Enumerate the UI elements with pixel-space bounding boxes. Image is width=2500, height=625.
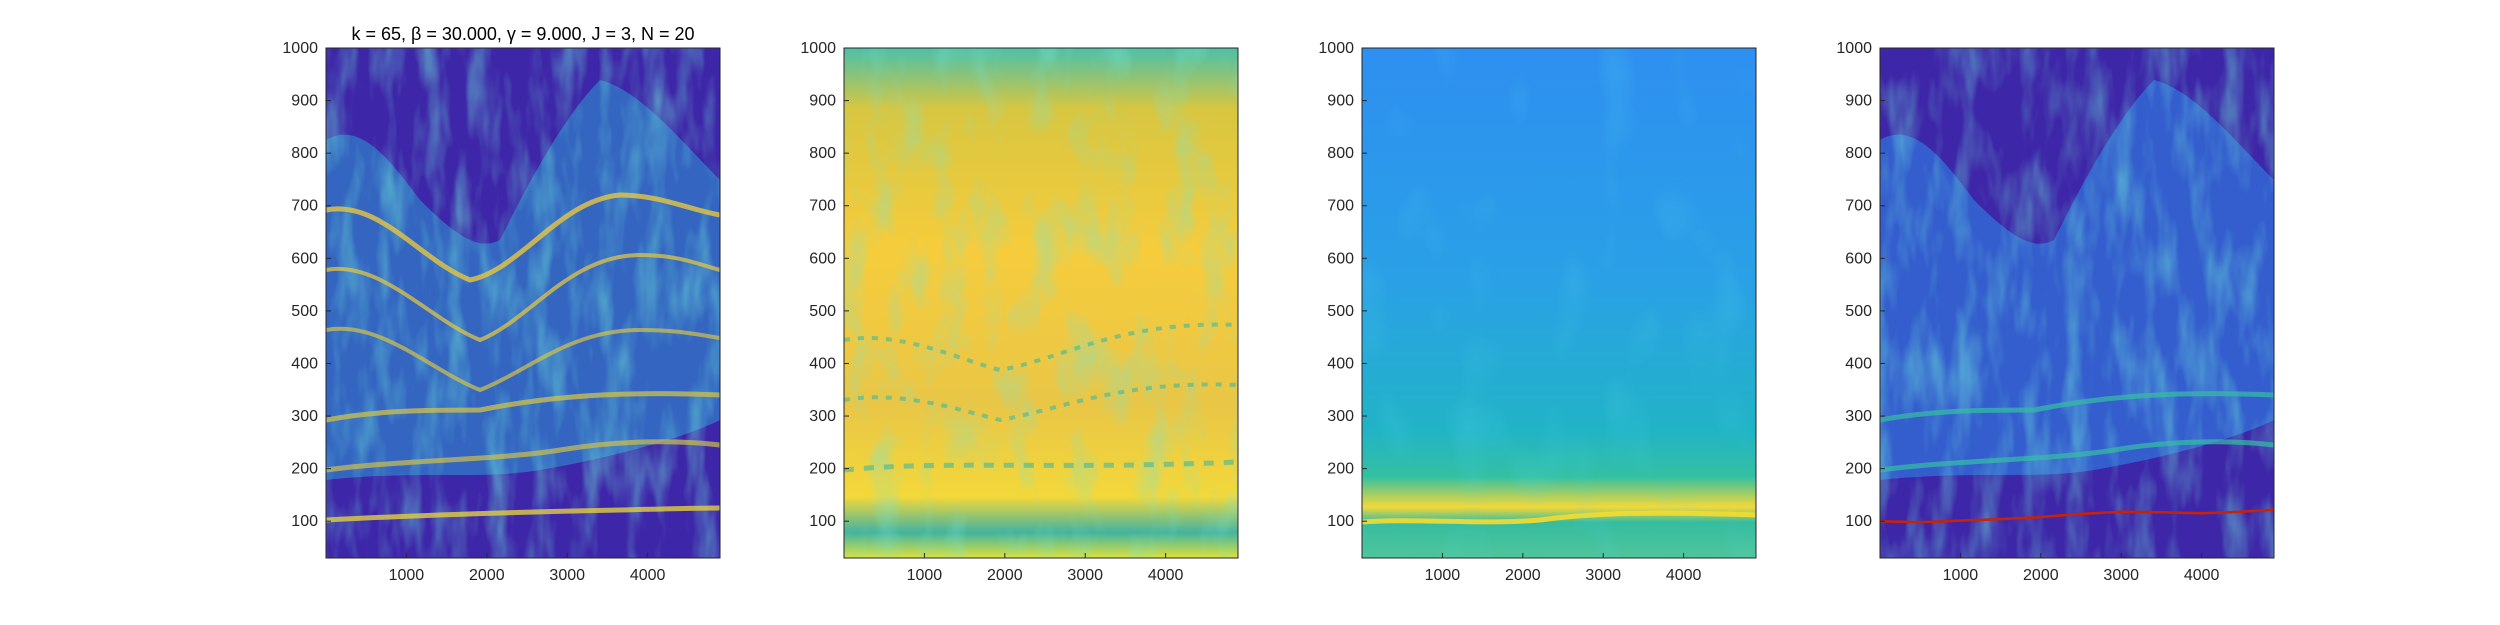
y-tick-label: 900	[1845, 93, 1872, 110]
y-tick-label: 600	[1845, 250, 1872, 267]
y-tick-label: 100	[1327, 513, 1354, 530]
y-tick-label: 100	[291, 513, 318, 530]
x-tick-label: 3000	[2103, 567, 2139, 584]
heatmap-4	[1880, 48, 2274, 558]
x-tick-label: 2000	[987, 567, 1023, 584]
y-tick-label: 700	[1327, 198, 1354, 215]
axes-1: k = 65, β = 30.000, γ = 9.000, J = 3, N …	[282, 24, 720, 584]
axes-4: 1000 2000 3000 4000 100 200 300 400 500 600 700 80…	[1836, 40, 2274, 584]
y-tick-label: 300	[809, 408, 836, 425]
axes-2: 1000 2000 3000 4000 100 200 300 400 500 600 700 80…	[800, 40, 1238, 584]
x-tick-label: 1000	[389, 567, 425, 584]
y-tick-label: 400	[1845, 355, 1872, 372]
y-tick-label: 100	[809, 513, 836, 530]
y-tick-label: 900	[809, 93, 836, 110]
plot-title-1: k = 65, β = 30.000, γ = 9.000, J = 3, N …	[351, 24, 694, 44]
x-tick-label: 4000	[2184, 567, 2220, 584]
y-axis-4: 100 200 300 400 500 600 700 800 900 1000	[1836, 40, 1885, 530]
x-tick-label: 3000	[1585, 567, 1621, 584]
y-tick-label: 700	[1845, 198, 1872, 215]
y-tick-label: 200	[1845, 461, 1872, 478]
x-tick-label: 2000	[2023, 567, 2059, 584]
y-tick-label: 300	[1845, 408, 1872, 425]
y-axis-2: 100 200 300 400 500 600 700 800 900 1000	[800, 40, 849, 530]
y-tick-label: 1000	[1836, 40, 1872, 57]
y-tick-label: 700	[809, 198, 836, 215]
y-tick-label: 500	[809, 303, 836, 320]
y-tick-label: 900	[1327, 93, 1354, 110]
y-tick-label: 600	[291, 250, 318, 267]
y-axis-3: 100 200 300 400 500 600 700 800 900 1000	[1318, 40, 1367, 530]
y-tick-label: 200	[291, 461, 318, 478]
y-tick-label: 800	[291, 145, 318, 162]
heatmap-1	[326, 48, 720, 558]
x-tick-label: 2000	[1505, 567, 1541, 584]
heatmap-3	[1362, 48, 1756, 558]
y-axis-1: 100 200 300 400 500 600 700 800 900 1000	[282, 40, 331, 530]
y-tick-label: 400	[291, 355, 318, 372]
x-tick-label: 3000	[549, 567, 585, 584]
x-tick-label: 3000	[1067, 567, 1103, 584]
y-tick-label: 300	[1327, 408, 1354, 425]
y-tick-label: 700	[291, 198, 318, 215]
y-tick-label: 100	[1845, 513, 1872, 530]
y-tick-label: 400	[809, 355, 836, 372]
x-tick-label: 4000	[1666, 567, 1702, 584]
x-tick-label: 1000	[907, 567, 943, 584]
y-tick-label: 500	[291, 303, 318, 320]
x-tick-label: 2000	[469, 567, 505, 584]
x-tick-label: 4000	[630, 567, 666, 584]
x-tick-label: 4000	[1148, 567, 1184, 584]
heatmap-2	[844, 48, 1238, 558]
y-tick-label: 300	[291, 408, 318, 425]
x-tick-label: 1000	[1425, 567, 1461, 584]
y-tick-label: 400	[1327, 355, 1354, 372]
y-tick-label: 200	[809, 461, 836, 478]
y-tick-label: 800	[1845, 145, 1872, 162]
y-tick-label: 500	[1327, 303, 1354, 320]
y-tick-label: 200	[1327, 461, 1354, 478]
y-tick-label: 1000	[800, 40, 836, 57]
axes-3: 1000 2000 3000 4000 100 200 300 400 500 600 700 80…	[1318, 40, 1756, 584]
y-tick-label: 1000	[282, 40, 318, 57]
y-tick-label: 800	[809, 145, 836, 162]
y-tick-label: 600	[809, 250, 836, 267]
y-tick-label: 1000	[1318, 40, 1354, 57]
x-tick-label: 1000	[1943, 567, 1979, 584]
y-tick-label: 800	[1327, 145, 1354, 162]
y-tick-label: 600	[1327, 250, 1354, 267]
y-tick-label: 500	[1845, 303, 1872, 320]
y-tick-label: 900	[291, 93, 318, 110]
